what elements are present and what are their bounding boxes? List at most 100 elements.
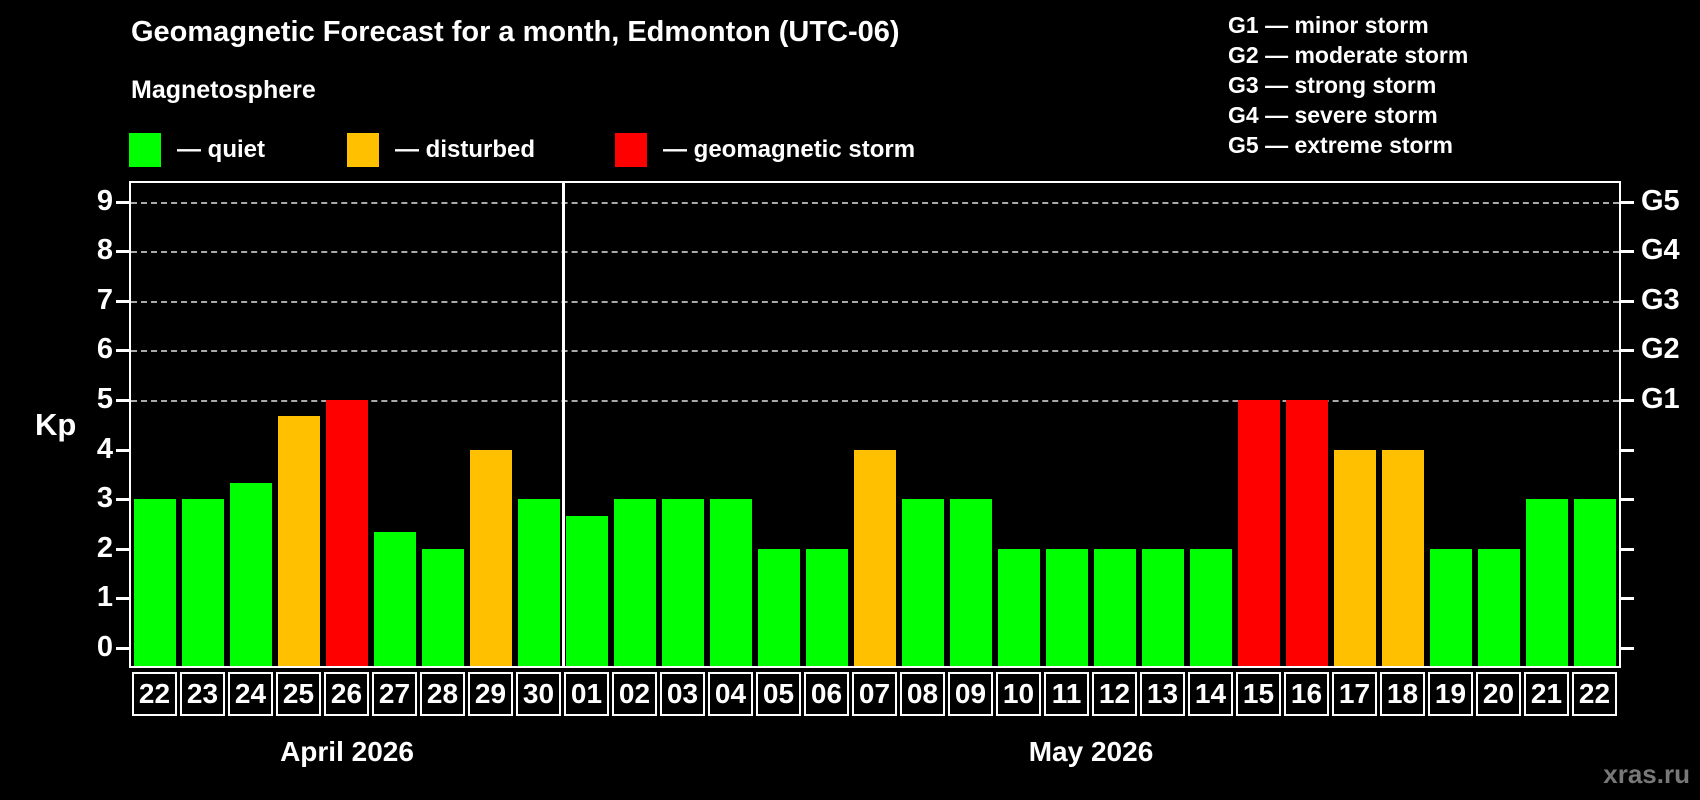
date-cell: 09 [948,672,993,716]
y-tick-label: 1 [96,581,113,614]
legend-item-storm: — geomagnetic storm [615,133,915,167]
date-cell: 03 [660,672,705,716]
kp-bar [1142,548,1184,666]
y-axis-title: Kp [35,407,77,442]
left-axis-tick [116,647,129,650]
kp-bar [566,515,608,666]
y-tick-label: 5 [96,382,113,415]
left-axis-tick [116,498,129,502]
quiet-color-swatch [129,133,161,167]
date-cell: 14 [1188,672,1233,716]
kp-bar-chart: Kp 0 1 2 3 4 5 6 7 8 9 G1 G2 G3 G4 G5 April 2026 May 202… [35,181,1680,767]
date-cell: 23 [180,672,225,716]
kp-bar [1526,499,1568,666]
g-scale-label-g5: G5 [1641,184,1680,217]
left-axis-tick [116,349,129,353]
right-axis-tick [1621,448,1634,452]
date-cell: 29 [468,672,513,716]
right-axis-tick [1621,647,1634,650]
kp-bar [1334,449,1376,666]
left-axis-tick [116,299,129,303]
kp-bar [1478,548,1520,666]
kp-bar [1046,548,1088,666]
kp-bar [422,548,464,666]
y-tick-label: 4 [96,432,113,465]
kp-bar [1574,499,1616,666]
kp-bar [1190,548,1232,666]
g-scale-label-g4: G4 [1641,234,1680,267]
gridline-kp7 [131,300,1619,303]
date-cell: 20 [1476,672,1521,716]
right-axis-tick [1621,349,1634,353]
left-axis-tick [116,399,129,402]
kp-bar [1430,548,1472,666]
gridline-kp9 [131,201,1619,204]
date-cell: 17 [1332,672,1377,716]
kp-bar [662,499,704,666]
kp-bar [518,499,560,666]
storm-color-swatch [615,133,647,167]
g4-legend-line: G4 — severe storm [1228,102,1438,128]
date-cell: 22 [132,672,177,716]
y-tick-label: 6 [96,333,113,366]
g-scale-label-g2: G2 [1641,333,1680,366]
kp-bar [134,499,176,666]
date-cell: 24 [228,672,273,716]
g3-legend-line: G3 — strong storm [1228,72,1437,98]
right-axis-tick [1621,200,1634,204]
g2-legend-line: G2 — moderate storm [1228,42,1469,68]
date-cell: 22 [1572,672,1617,716]
disturbed-color-swatch [347,133,379,167]
date-cell: 27 [372,672,417,716]
date-cell: 21 [1524,672,1569,716]
date-cell: 08 [900,672,945,716]
month-label: April 2026 [280,736,414,767]
g-scale-legend: G1 — minor storm G2 — moderate storm G3 … [1228,10,1468,160]
g-scale-label-g1: G1 [1641,382,1680,415]
left-axis-tick [116,448,129,452]
kp-bar [326,400,368,666]
left-axis-tick [116,597,129,601]
date-cell: 10 [996,672,1041,716]
y-tick-label: 7 [96,283,113,316]
kp-bar [470,449,512,666]
kp-bar [1286,400,1328,666]
g1-legend-line: G1 — minor storm [1228,12,1429,38]
right-axis-tick [1621,498,1634,502]
kp-bar [374,532,416,666]
left-axis-tick [116,200,129,204]
date-cell: 02 [612,672,657,716]
y-tick-label: 2 [96,531,113,564]
date-cell: 16 [1284,672,1329,716]
kp-bar [1238,400,1280,666]
kp-bar [758,548,800,666]
kp-bar [710,499,752,666]
magnetosphere-subtitle: Magnetosphere [131,76,316,104]
gridline-kp6 [131,350,1619,353]
y-tick-label: 0 [96,630,113,663]
left-axis-tick [116,547,129,551]
legend-item-disturbed: — disturbed [347,133,535,167]
kp-bar [182,499,224,666]
y-tick-label: 9 [96,184,113,217]
legend-item-quiet: — quiet [129,133,265,167]
date-cell: 05 [756,672,801,716]
date-cell: 15 [1236,672,1281,716]
month-label: May 2026 [1028,736,1154,767]
kp-bar [902,499,944,666]
g5-legend-line: G5 — extreme storm [1228,132,1453,158]
kp-bar [614,499,656,666]
kp-bar [230,482,272,666]
date-cell: 12 [1092,672,1137,716]
date-cell: 26 [324,672,369,716]
date-cell: 01 [564,672,609,716]
kp-bar [278,416,320,666]
date-cell: 13 [1140,672,1185,716]
date-cell: 04 [708,672,753,716]
left-axis-tick [116,250,129,254]
gridline-kp8 [131,251,1619,254]
watermark: xras.ru [1603,759,1690,789]
kp-bar [806,548,848,666]
date-cell: 11 [1044,672,1089,716]
date-cell: 19 [1428,672,1473,716]
